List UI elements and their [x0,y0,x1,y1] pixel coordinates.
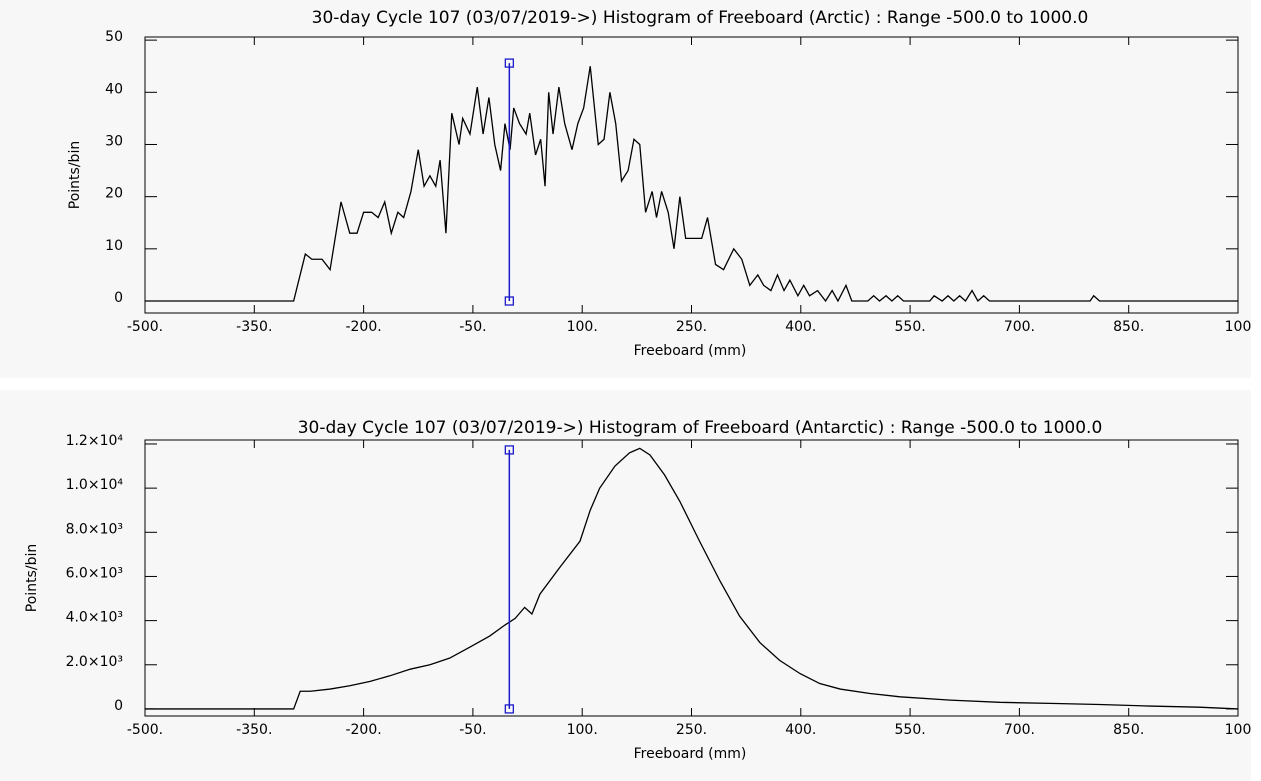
y-tick-label: 50 [105,29,123,45]
x-tick-label: -500. [127,319,163,335]
y-tick-label: 1.0×10⁴ [66,477,124,493]
y-axis-label: Points/bin [24,544,40,612]
y-tick-label: 20 [105,186,123,202]
x-tick-label: 700. [1004,319,1035,335]
x-tick-label: -350. [236,722,272,738]
x-tick-label: 700. [1004,722,1035,738]
x-tick-label: 250. [676,722,707,738]
y-tick-label: 0 [114,698,123,714]
x-tick-label: 550. [895,319,926,335]
y-tick-label: 40 [105,81,123,97]
marker-handle [504,58,514,68]
y-tick-label: 6.0×10³ [66,565,123,581]
panel-background [0,390,1251,781]
marker-handle [504,296,514,306]
x-tick-label: 400. [785,319,816,335]
y-tick-label: 0 [114,290,123,306]
y-tick-label: 10 [105,238,123,254]
x-tick-label: 100 [1225,722,1252,738]
y-tick-label: 8.0×10³ [66,521,123,537]
x-tick-label: -50. [459,319,486,335]
marker-handle [504,704,514,714]
x-axis-label: Freeboard (mm) [634,343,747,359]
panel-background [0,0,1251,378]
x-tick-label: -200. [345,319,381,335]
x-axis-label: Freeboard (mm) [634,746,747,762]
chart-title: 30-day Cycle 107 (03/07/2019->) Histogra… [298,418,1103,438]
x-tick-label: 400. [785,722,816,738]
x-tick-label: 850. [1113,319,1144,335]
marker-handle [504,445,514,455]
x-tick-label: 850. [1113,722,1144,738]
x-tick-label: 100 [1225,319,1252,335]
x-tick-label: 100. [567,319,598,335]
x-tick-label: 550. [895,722,926,738]
x-tick-label: -350. [236,319,272,335]
x-tick-label: -50. [459,722,486,738]
x-tick-label: 250. [676,319,707,335]
y-tick-label: 4.0×10³ [66,610,123,626]
x-tick-label: 100. [567,722,598,738]
data-line [145,66,1238,303]
chart-title: 30-day Cycle 107 (03/07/2019->) Histogra… [312,8,1089,28]
y-tick-label: 1.2×10⁴ [66,433,124,449]
y-tick-label: 2.0×10³ [66,654,123,670]
data-line [145,447,1239,710]
x-tick-label: -500. [127,722,163,738]
x-tick-label: -200. [345,722,381,738]
y-tick-label: 30 [105,133,123,149]
y-axis-label: Points/bin [67,141,83,209]
